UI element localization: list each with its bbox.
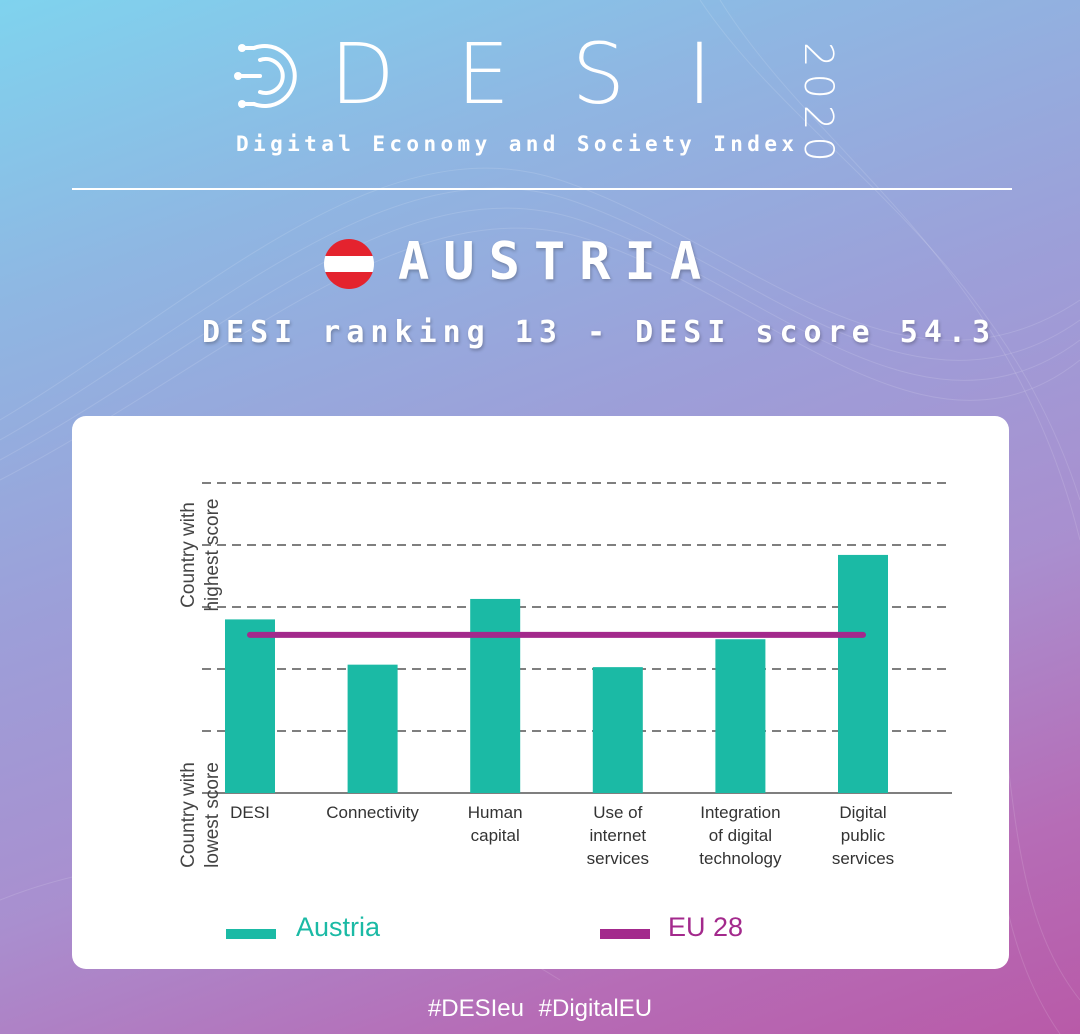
bar-digital-public-services: [838, 554, 888, 793]
bar-use-of-internet-services: [592, 667, 643, 793]
x-tick-label: Human capital: [467, 803, 523, 845]
legend-label-eu: EU 28: [668, 912, 744, 942]
bar-chart: [202, 482, 952, 794]
digital-circuit-icon: [234, 44, 297, 108]
bar-human-capital: [470, 598, 521, 793]
x-tick-label: DESI: [230, 803, 270, 822]
bar-connectivity: [347, 664, 398, 793]
logo-wordmark: DESI: [330, 25, 774, 123]
bar-desi: [225, 619, 275, 793]
legend-label-austria: Austria: [296, 912, 381, 942]
bar-integration-of-digital-technology: [715, 639, 766, 793]
chart-card: Country with highest score Country with …: [72, 416, 1009, 969]
ranking-score-line: DESI ranking 13 - DESI score 54.3: [202, 315, 997, 350]
x-tick-label: Digital public services: [831, 803, 895, 868]
x-tick-label: Integration of digital technology: [699, 803, 782, 868]
austria-flag-icon: [324, 239, 374, 289]
year-label: 2020: [795, 42, 841, 168]
x-tick-label: Use of internet services: [586, 803, 649, 868]
footer-hashtags: #DESIeu #DigitalEU: [427, 995, 653, 1022]
y-axis-label-top: Country with highest score: [178, 498, 223, 612]
legend-swatch-eu: [600, 929, 650, 939]
header-divider: [72, 188, 1012, 190]
index-subtitle: Digital Economy and Society Index: [236, 132, 799, 156]
country-name: AUSTRIA: [398, 232, 716, 292]
x-tick-label: Connectivity: [326, 803, 419, 822]
desi-logo: DESI 2020 Digital Economy and Society In…: [0, 18, 1080, 178]
legend-swatch-austria: [226, 929, 276, 939]
